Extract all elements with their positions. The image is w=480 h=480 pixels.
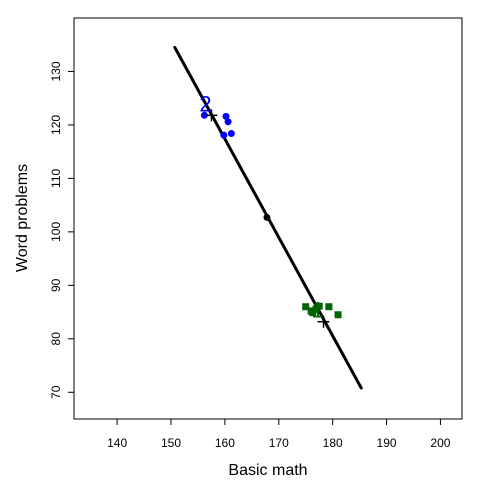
data-point <box>302 303 310 311</box>
data-point <box>307 307 315 315</box>
x-tick-label: 140 <box>107 436 127 450</box>
x-tick-label: 200 <box>430 436 450 450</box>
group-label: 1 <box>312 298 324 323</box>
x-tick-label: 160 <box>215 436 235 450</box>
y-tick-label: 110 <box>49 169 63 188</box>
data-point <box>220 131 228 139</box>
data-point <box>334 311 342 319</box>
data-point <box>224 118 232 126</box>
x-axis: 140 150 160 170 180 190 200 <box>107 418 451 450</box>
x-tick-label: 150 <box>161 436 181 450</box>
y-tick-label: 120 <box>49 115 63 135</box>
group-label: 2 <box>199 91 211 116</box>
line-midpoint <box>263 213 271 221</box>
y-tick-label: 90 <box>49 278 63 292</box>
x-axis-label: Basic math <box>228 462 307 479</box>
x-tick-label: 180 <box>323 436 343 450</box>
x-tick-label: 170 <box>269 436 289 450</box>
y-tick-label: 80 <box>49 332 63 346</box>
series-2: 2 <box>199 91 235 139</box>
data-point <box>227 129 235 137</box>
data-point <box>325 303 333 311</box>
y-axis: 70 80 90 100 110 120 130 <box>49 61 75 399</box>
x-tick-label: 190 <box>377 436 397 450</box>
y-tick-label: 100 <box>49 222 63 242</box>
y-tick-label: 130 <box>49 61 63 81</box>
data-point <box>315 302 323 310</box>
data-point <box>222 112 230 120</box>
plot-area: 21 <box>173 45 363 390</box>
y-tick-label: 70 <box>49 385 63 399</box>
series-1: 1 <box>302 298 342 328</box>
data-point <box>200 111 208 119</box>
y-axis-label: Word problems <box>14 164 31 272</box>
